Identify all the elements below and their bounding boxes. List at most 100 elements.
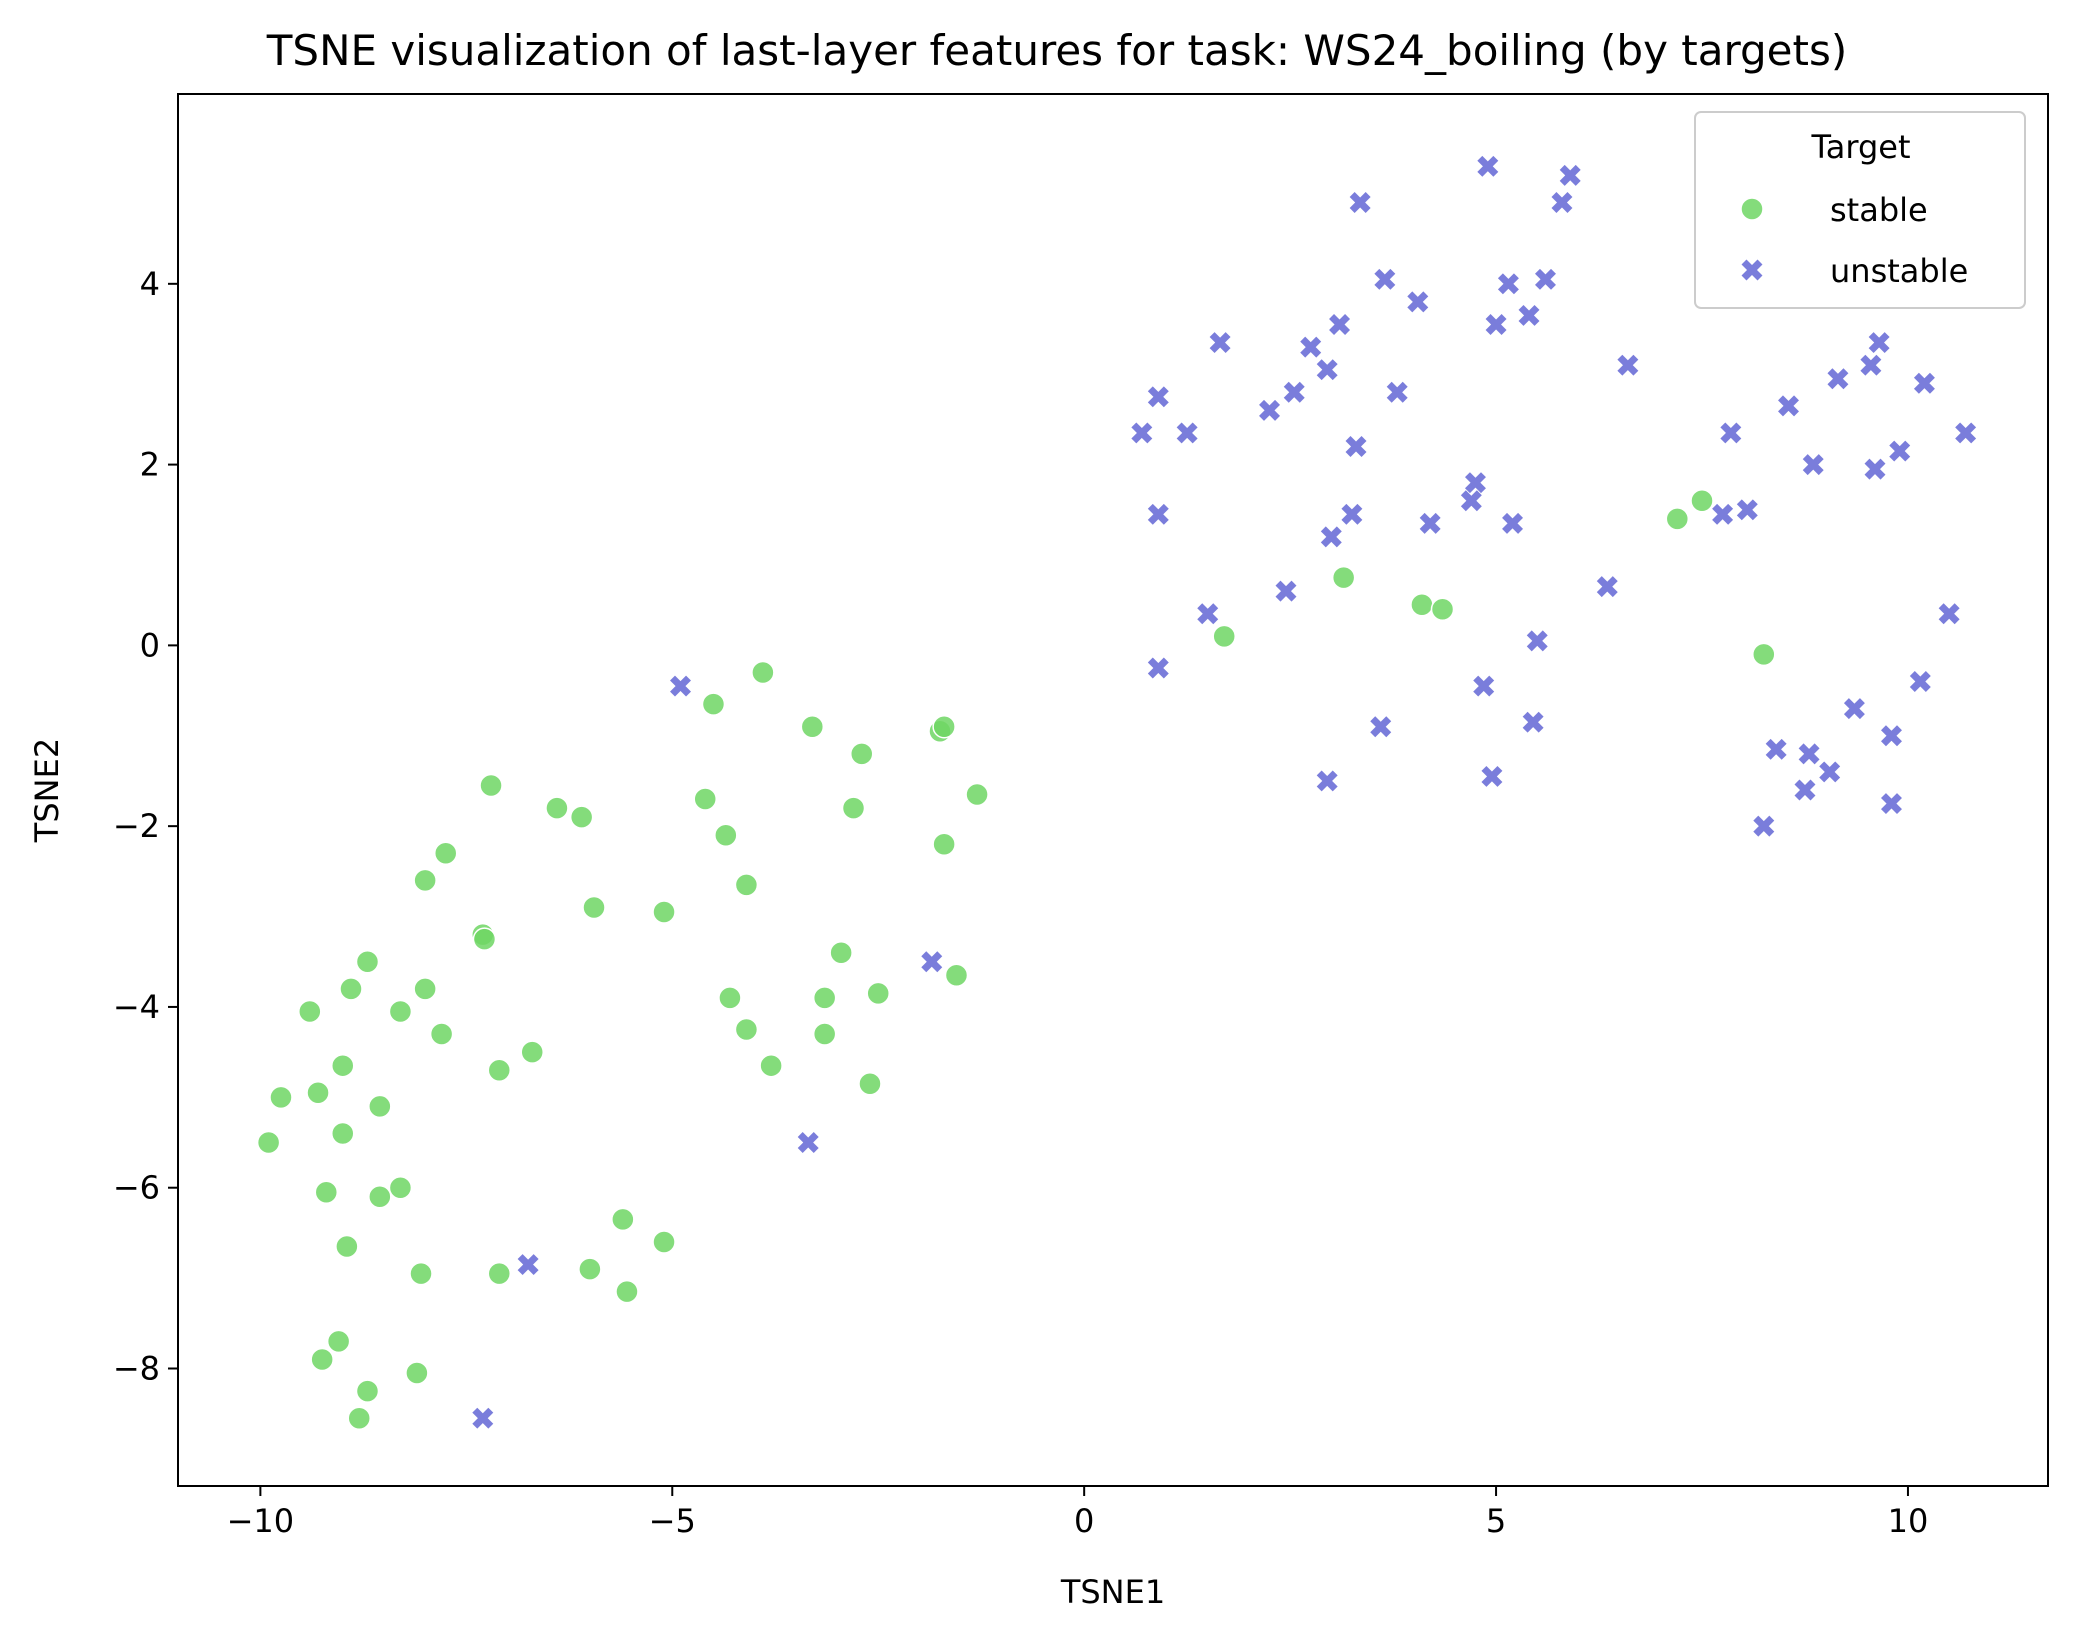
y-axis: −8 −6 −4 −2 0 2 4 xyxy=(113,265,178,1387)
data-point-stable xyxy=(734,1017,759,1042)
data-point-stable xyxy=(256,1130,281,1155)
data-point-unstable xyxy=(1316,359,1338,381)
y-tick-label: 2 xyxy=(140,446,160,484)
data-point-unstable xyxy=(1798,743,1820,765)
data-point-unstable xyxy=(1889,440,1911,462)
data-point-stable xyxy=(433,841,458,866)
data-point-unstable xyxy=(1345,436,1367,457)
y-tick-label: −4 xyxy=(113,988,160,1026)
legend-label-unstable: unstable xyxy=(1830,252,1968,290)
data-point-unstable xyxy=(1753,815,1775,837)
legend-circle-marker xyxy=(1740,197,1764,221)
data-point-unstable xyxy=(1535,268,1556,290)
data-point-stable xyxy=(326,1329,351,1354)
data-point-stable xyxy=(932,714,956,739)
data-point-unstable xyxy=(1370,716,1392,738)
x-tick-label: 0 xyxy=(1074,1502,1094,1540)
data-point-stable xyxy=(701,692,726,716)
data-point-unstable xyxy=(1209,332,1231,354)
data-point-unstable xyxy=(1316,770,1338,792)
data-point-unstable xyxy=(1864,458,1886,480)
data-point-stable xyxy=(1410,592,1434,617)
data-point-stable xyxy=(652,900,676,924)
data-point-unstable xyxy=(1551,191,1573,213)
data-point-unstable xyxy=(1802,454,1824,476)
data-point-unstable xyxy=(1147,657,1169,679)
data-point-unstable xyxy=(1349,191,1371,213)
data-point-stable xyxy=(1331,565,1356,590)
data-point-stable xyxy=(479,773,503,798)
data-point-unstable xyxy=(1481,765,1503,787)
data-point-unstable xyxy=(1341,503,1363,525)
data-point-unstable xyxy=(1868,332,1890,354)
data-point-unstable xyxy=(670,675,691,697)
legend-label-stable: stable xyxy=(1830,191,1928,229)
data-point-unstable xyxy=(1720,422,1742,444)
data-point-unstable xyxy=(797,1132,819,1153)
data-point-stable xyxy=(578,1257,602,1281)
data-point-unstable xyxy=(1386,381,1408,403)
data-point-stable xyxy=(866,981,890,1006)
data-point-stable xyxy=(331,1053,355,1078)
y-tick-label: −6 xyxy=(113,1169,160,1207)
data-point-stable xyxy=(693,787,717,811)
data-point-unstable xyxy=(1497,273,1519,295)
data-point-stable xyxy=(520,1040,544,1064)
data-point-unstable xyxy=(1176,422,1198,444)
data-point-stable xyxy=(569,805,594,829)
x-tick-label: −5 xyxy=(649,1502,696,1540)
data-point-unstable xyxy=(1407,291,1429,313)
data-point-unstable xyxy=(1860,354,1882,376)
data-point-stable xyxy=(1212,624,1236,649)
data-point-stable xyxy=(812,986,837,1010)
data-point-stable xyxy=(812,1022,837,1046)
data-point-stable xyxy=(413,868,437,893)
y-tick-label: −2 xyxy=(113,807,160,845)
x-axis: −10 −5 0 5 10 xyxy=(227,1486,1929,1540)
data-point-stable xyxy=(310,1347,334,1372)
data-point-unstable xyxy=(1329,314,1351,335)
data-point-unstable xyxy=(1881,725,1902,747)
data-point-stable xyxy=(751,660,775,685)
data-point-stable xyxy=(355,949,380,974)
data-point-stable xyxy=(652,1230,676,1254)
plot-area-frame xyxy=(177,93,2049,1487)
data-point-stable xyxy=(965,782,989,807)
data-point-unstable xyxy=(1259,399,1280,421)
data-point-unstable xyxy=(921,951,943,973)
data-point-stable xyxy=(405,1361,429,1385)
data-point-stable xyxy=(331,1121,355,1146)
data-point-unstable xyxy=(1147,386,1169,408)
data-point-stable xyxy=(339,977,363,1001)
legend-title: Target xyxy=(1811,128,1911,166)
data-point-unstable xyxy=(1502,512,1524,534)
data-point-stable xyxy=(314,1180,339,1204)
data-point-stable xyxy=(269,1085,293,1110)
x-tick-label: 10 xyxy=(1888,1502,1929,1540)
data-point-stable xyxy=(944,963,969,988)
y-axis-label: TSNE2 xyxy=(28,738,66,843)
data-point-unstable xyxy=(1765,738,1787,760)
data-point-stable xyxy=(714,823,738,847)
data-point-unstable xyxy=(1559,164,1581,186)
data-point-unstable xyxy=(1819,761,1841,783)
data-point-stable xyxy=(413,977,437,1001)
data-point-unstable xyxy=(1460,490,1482,512)
data-point-unstable xyxy=(1374,268,1396,290)
chart-title: TSNE visualization of last-layer feature… xyxy=(266,26,1848,75)
data-point-unstable xyxy=(1197,603,1219,625)
data-point-unstable xyxy=(1275,580,1297,602)
data-point-unstable xyxy=(1485,314,1507,335)
data-point-stable xyxy=(841,796,866,820)
legend-marker-unstable xyxy=(1741,259,1763,281)
data-point-unstable xyxy=(1300,336,1322,358)
data-point-stable xyxy=(615,1279,639,1304)
data-point-unstable xyxy=(1464,472,1486,494)
data-point-unstable xyxy=(1131,422,1153,444)
data-point-unstable xyxy=(1283,381,1305,403)
data-point-unstable xyxy=(1827,368,1849,390)
data-point-stable xyxy=(759,1053,783,1078)
data-point-stable xyxy=(932,832,956,856)
data-point-stable xyxy=(388,1175,413,1200)
data-point-unstable xyxy=(1147,503,1169,525)
